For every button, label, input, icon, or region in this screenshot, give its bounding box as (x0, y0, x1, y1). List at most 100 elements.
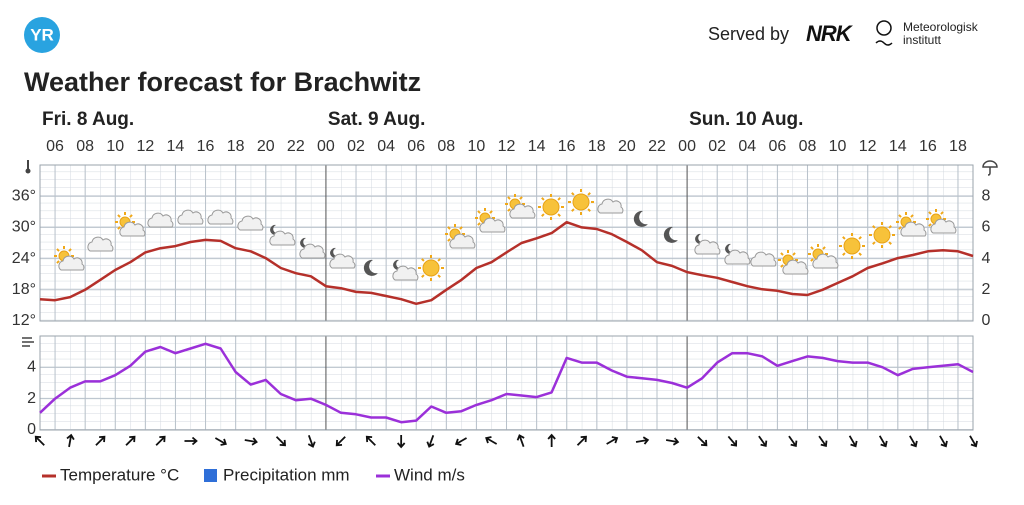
wind-arrow-shape (454, 437, 468, 446)
wind-arrow (396, 435, 406, 449)
weather-icon (115, 212, 146, 237)
legend-label[interactable]: Temperature °C (60, 465, 179, 484)
wind-arrow (275, 436, 286, 447)
x-tick-label: 22 (287, 138, 305, 155)
wind-icon (22, 337, 34, 347)
weather-icon (299, 237, 326, 259)
x-tick-label: 14 (528, 138, 546, 155)
sun-ray (117, 226, 121, 230)
day-label: Sun. 10 Aug. (689, 109, 803, 130)
met-logo-line1[interactable]: Meteorologisk (903, 20, 979, 34)
wind-arrow-shape (878, 435, 888, 448)
sun (542, 198, 560, 216)
sun-ray (780, 264, 784, 268)
sun-ray (571, 192, 575, 196)
cloud (750, 251, 777, 267)
weather-icon (633, 210, 648, 227)
sun-ray (489, 210, 493, 214)
wind-arrow-shape (426, 435, 435, 448)
wind-arrow (95, 435, 106, 446)
day-label: Fri. 8 Aug. (42, 109, 134, 130)
cloud (177, 209, 204, 225)
wind-arrow-shape (125, 435, 136, 446)
chart-title: Weather forecast for Brachwitz (24, 67, 421, 97)
wind-arrow-shape (95, 435, 106, 446)
wind-arrow (335, 436, 346, 447)
moon (695, 233, 704, 244)
legend: Temperature °C Precipitation mm Wind m/s (42, 465, 465, 484)
sun-ray (437, 258, 441, 262)
sun-ray (557, 213, 561, 217)
sun-ray (541, 197, 545, 201)
weather-icon (177, 209, 204, 225)
weather-icon (87, 236, 114, 252)
weather-icon (869, 222, 895, 248)
sun-ray (940, 211, 944, 215)
x-tick-label: 12 (136, 138, 154, 155)
wind-arrow (878, 435, 888, 448)
wind-arrow (485, 436, 498, 445)
x-tick-label: 06 (768, 138, 786, 155)
sun-ray (56, 248, 60, 252)
sun-ray (822, 246, 826, 250)
wind-arrow (727, 435, 738, 447)
yr-logo[interactable] (24, 17, 60, 53)
sun-ray (810, 246, 814, 250)
wind-arrow-shape (516, 434, 525, 447)
sun (572, 193, 590, 211)
x-tick-label: 14 (167, 138, 185, 155)
sun-ray (459, 226, 463, 230)
wind-arrow-shape (155, 435, 166, 446)
x-tick-label: 20 (257, 138, 275, 155)
sun-ray (780, 252, 784, 256)
wind-arrow-shape (939, 435, 948, 448)
moon (363, 259, 378, 276)
weather-icon (694, 233, 721, 255)
legend-label[interactable]: Precipitation mm (223, 465, 350, 484)
wind-arrow (969, 435, 978, 448)
wind-arrow (66, 433, 75, 448)
wind-arrow (818, 435, 828, 448)
x-tick-label: 06 (407, 138, 425, 155)
met-logo-line2[interactable]: institutt (903, 33, 942, 47)
legend-label[interactable]: Wind m/s (394, 465, 465, 484)
y-tick-label: 12° (12, 312, 36, 329)
sun-ray (477, 210, 481, 214)
sun-ray (447, 226, 451, 230)
wind-arrow-shape (848, 435, 858, 448)
wind-arrow-shape (396, 435, 406, 449)
x-tick-label: 22 (648, 138, 666, 155)
sun-ray (421, 274, 425, 278)
weather-icon (724, 243, 751, 265)
cloud (119, 221, 146, 237)
cloud (58, 255, 85, 271)
cloud (900, 221, 927, 237)
sun-ray (928, 211, 932, 215)
weather-icon (269, 224, 296, 246)
cloud (147, 212, 174, 228)
wind-arrow (365, 435, 376, 446)
cloud (597, 198, 624, 214)
x-tick-label: 08 (799, 138, 817, 155)
y2-tick-label: 0 (982, 312, 991, 329)
wind-arrow-shape (909, 435, 918, 448)
cloud (329, 253, 356, 269)
weather-icon (926, 209, 957, 234)
nrk-logo[interactable]: NRK (806, 21, 855, 46)
wind-arrow (125, 435, 136, 446)
yr-logo-text[interactable]: YR (30, 25, 54, 44)
wind-arrow-shape (244, 437, 258, 446)
y-tick-label: 24° (12, 250, 36, 267)
weather-icon (808, 244, 839, 269)
cloud (269, 230, 296, 246)
x-tick-label: 14 (889, 138, 907, 155)
sun-ray (842, 252, 846, 256)
x-tick-label: 00 (678, 138, 696, 155)
wind-arrow-shape (547, 433, 556, 447)
cloud (509, 203, 536, 219)
wind-arrow-shape (335, 436, 346, 447)
wind-arrow (214, 437, 227, 446)
cloud (237, 215, 264, 231)
sun-ray (117, 214, 121, 218)
